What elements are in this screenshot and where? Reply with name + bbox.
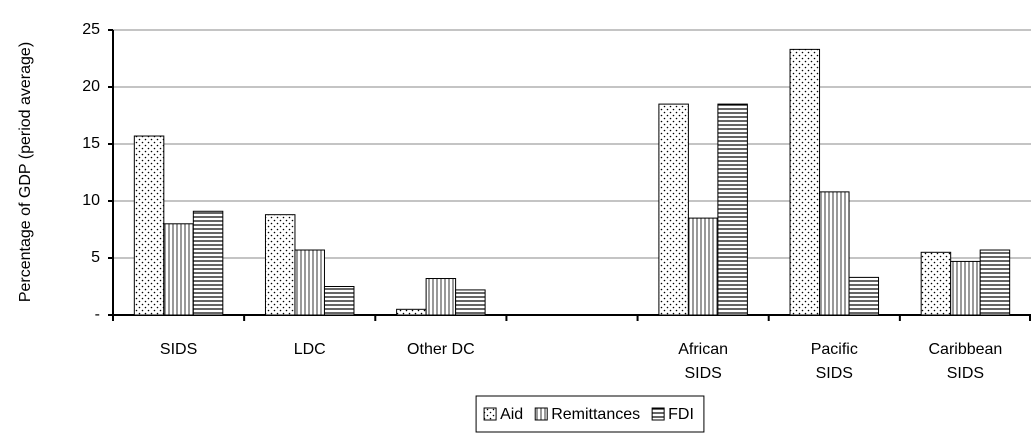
y-tick-label: 20 bbox=[82, 78, 100, 95]
bar bbox=[658, 103, 689, 316]
legend-swatch bbox=[534, 407, 548, 421]
bar bbox=[192, 210, 224, 316]
bar bbox=[264, 214, 296, 316]
bar bbox=[848, 276, 880, 316]
y-axis-label: Percentage of GDP (period average) bbox=[17, 42, 34, 302]
legend-box bbox=[475, 395, 705, 433]
bar bbox=[294, 249, 325, 316]
y-tick-label: 25 bbox=[82, 21, 100, 38]
y-tick-label: 5 bbox=[91, 249, 100, 266]
x-tick-label: Other DC bbox=[407, 341, 475, 358]
x-tick-label: African SIDS bbox=[678, 341, 729, 382]
legend-label: Remittances bbox=[551, 406, 640, 423]
legend: Aid Remittances FDI bbox=[475, 395, 705, 433]
bar bbox=[950, 260, 981, 316]
x-tick-label: Caribbean SIDS bbox=[928, 341, 1003, 382]
bar bbox=[323, 286, 355, 316]
y-tick-label: 15 bbox=[82, 135, 100, 152]
bar bbox=[425, 278, 457, 316]
legend-swatch bbox=[483, 407, 497, 421]
y-tick-label: - bbox=[95, 306, 100, 323]
bar bbox=[163, 223, 194, 316]
x-tick-label: Pacific SIDS bbox=[810, 341, 858, 382]
bar bbox=[920, 251, 952, 316]
bar bbox=[717, 103, 748, 316]
legend-label: FDI bbox=[668, 406, 694, 423]
x-tick-label: SIDS bbox=[159, 341, 198, 358]
legend-label: Aid bbox=[500, 406, 523, 423]
bar bbox=[789, 48, 821, 316]
bar bbox=[687, 217, 719, 316]
bar bbox=[819, 191, 850, 316]
bar bbox=[979, 249, 1011, 316]
y-tick-label: 10 bbox=[82, 192, 100, 209]
legend-swatch bbox=[651, 407, 665, 421]
x-tick-label: LDC bbox=[293, 341, 326, 358]
bar bbox=[396, 308, 427, 316]
bar bbox=[133, 135, 165, 316]
bar bbox=[455, 289, 486, 316]
